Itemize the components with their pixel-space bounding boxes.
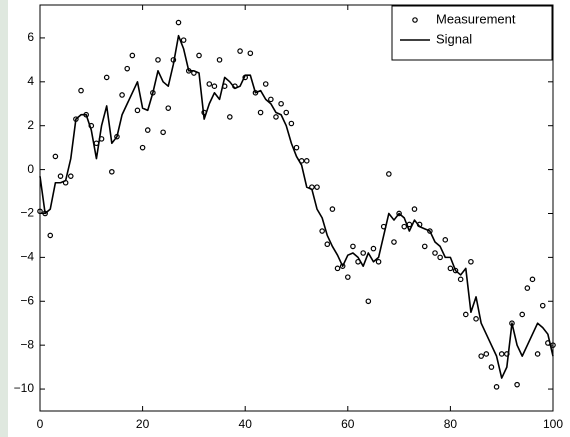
measurement-point <box>216 57 223 63</box>
measurement-point <box>268 96 274 103</box>
measurement-point <box>401 223 408 230</box>
measurement-point <box>273 114 279 120</box>
measurement-point <box>109 168 115 175</box>
measurement-point <box>483 351 490 357</box>
measurement-point <box>488 364 495 370</box>
measurement-point <box>473 316 479 322</box>
measurement-point <box>227 114 233 120</box>
measurement-point <box>437 254 443 261</box>
x-tick-label: 60 <box>341 417 355 431</box>
measurement-point <box>160 129 166 136</box>
measurement-point <box>350 243 356 250</box>
measurement-point <box>103 74 110 81</box>
y-tick-label: −8 <box>20 337 34 351</box>
measurement-point <box>432 250 438 256</box>
measurement-point <box>180 37 187 43</box>
measurement-point <box>370 245 377 252</box>
measurement-point <box>334 265 341 272</box>
measurement-point <box>539 302 546 309</box>
measurement-point <box>283 109 290 116</box>
measurement-point <box>447 265 454 272</box>
legend-marker <box>412 17 418 23</box>
measurement-point <box>37 208 43 215</box>
measurement-point <box>524 285 531 291</box>
measurement-point <box>119 92 125 98</box>
legend: Measurement Signal <box>391 5 553 61</box>
measurement-point <box>262 81 269 87</box>
measurement-point <box>165 105 172 111</box>
measurement-point <box>344 274 351 280</box>
measurement-point <box>129 52 136 59</box>
measurement-point <box>67 173 74 179</box>
legend-label: Signal <box>436 31 472 46</box>
measurement-point <box>534 351 541 357</box>
measurement-point <box>478 353 484 359</box>
measurement-point <box>329 206 336 212</box>
measurement-point <box>139 144 146 151</box>
measurement-point <box>52 153 59 160</box>
measurement-point <box>206 81 213 87</box>
measurement-point <box>391 239 397 245</box>
measurement-point <box>124 65 131 72</box>
measurement-point <box>421 243 428 250</box>
x-tick-label: 0 <box>37 417 44 431</box>
measurement-point <box>375 258 382 265</box>
measurement-point <box>339 263 346 269</box>
measurement-point <box>498 351 505 357</box>
y-tick-label: 2 <box>27 118 34 132</box>
measurement-point <box>462 311 469 318</box>
measurement-point <box>396 210 402 217</box>
measurement-point <box>442 237 449 243</box>
x-tick-label: 40 <box>239 417 253 431</box>
measurement-point <box>293 144 300 151</box>
measurement-point <box>247 50 254 57</box>
measurement-point <box>314 184 320 190</box>
measurement-point <box>457 276 464 283</box>
measurement-point <box>319 228 325 234</box>
measurement-point <box>47 232 54 239</box>
measurement-point <box>365 298 372 305</box>
measurement-point <box>514 381 520 388</box>
y-tick-label: −2 <box>20 206 34 220</box>
measurement-point <box>411 206 418 212</box>
measurement-point <box>144 127 151 133</box>
measurement-point <box>257 109 264 116</box>
measurement-point <box>529 276 536 283</box>
measurement-point <box>468 258 474 265</box>
measurement-point <box>211 83 218 90</box>
measurement-point <box>288 120 295 127</box>
measurement-point <box>134 107 141 114</box>
y-tick-label: 0 <box>27 162 34 176</box>
measurement-point <box>386 171 392 177</box>
measurement-point <box>237 48 243 54</box>
measurement-point <box>519 311 526 318</box>
measurement-point <box>360 250 366 256</box>
measurement-point <box>196 52 202 59</box>
y-tick-label: 6 <box>27 30 34 44</box>
x-tick-label: 100 <box>543 417 563 431</box>
measurement-point <box>303 158 310 164</box>
legend-label: Measurement <box>436 11 516 26</box>
y-tick-label: −6 <box>20 293 34 307</box>
measurement-point <box>278 100 284 107</box>
x-tick-label: 80 <box>444 417 458 431</box>
measurement-point <box>324 241 331 248</box>
measurement-point <box>78 87 84 94</box>
y-tick-label: −4 <box>20 250 34 264</box>
measurement-point <box>155 57 161 63</box>
y-tick-label: −10 <box>14 381 35 395</box>
signal-line <box>39 34 554 379</box>
measurement-point <box>57 173 64 179</box>
measurement-point <box>427 228 433 234</box>
y-tick-label: 4 <box>27 74 34 88</box>
legend-box <box>391 5 553 61</box>
measurement-point <box>175 19 182 26</box>
plot-frame <box>39 4 554 412</box>
measurement-point <box>493 384 500 390</box>
side-strip <box>0 0 8 437</box>
x-tick-label: 20 <box>136 417 150 431</box>
